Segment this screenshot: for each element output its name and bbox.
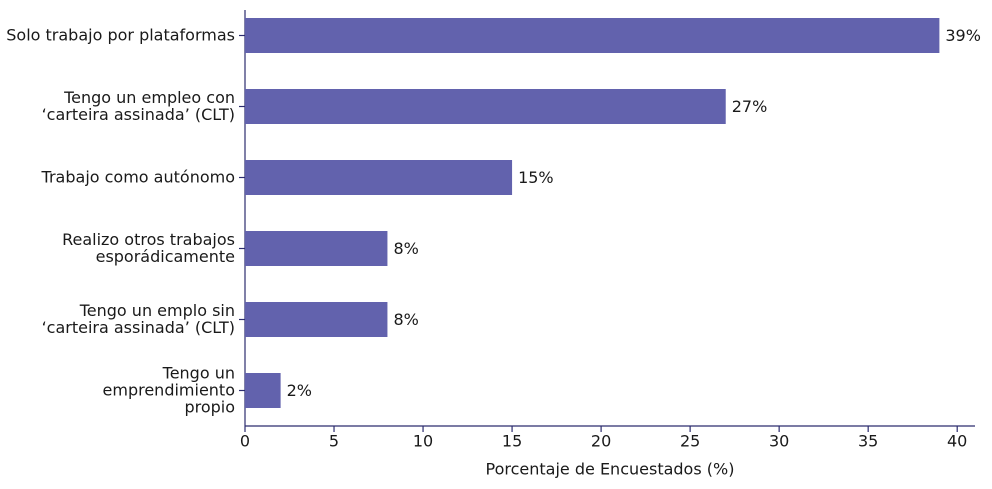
x-tick-label: 30	[769, 432, 789, 451]
y-tick-label: Tengo un emprendimiento propio	[103, 363, 235, 416]
bar	[245, 89, 726, 124]
value-label: 8%	[393, 239, 418, 258]
value-label: 39%	[945, 26, 981, 45]
x-axis-title: Porcentaje de Encuestados (%)	[486, 460, 735, 479]
x-tick-label: 0	[240, 432, 250, 451]
x-tick-label: 40	[947, 432, 967, 451]
bar	[245, 18, 940, 53]
y-tick-label-line: emprendimiento	[103, 380, 235, 399]
y-tick-label-line: Solo trabajo por plataformas	[6, 25, 235, 44]
y-tick-label: Trabajo como autónomo	[41, 167, 235, 186]
x-tick-label: 35	[858, 432, 878, 451]
x-tick-label: 5	[329, 432, 339, 451]
y-tick-label: Tengo un empleo con ‘carteira assinada’ (…	[42, 88, 235, 124]
bar	[245, 373, 281, 408]
bar	[245, 231, 388, 266]
y-tick-label-line: esporádicamente	[96, 247, 235, 266]
x-tick-label: 20	[591, 432, 611, 451]
y-tick-label: Realizo otros trabajos esporádicamente	[62, 230, 235, 266]
value-label: 27%	[732, 97, 768, 116]
value-label: 15%	[518, 168, 554, 187]
x-tick-label: 10	[413, 432, 433, 451]
y-tick-label-line: ‘carteira assinada’ (CLT)	[42, 105, 235, 124]
y-tick-label-line: propio	[184, 397, 235, 416]
bar	[245, 160, 513, 195]
y-tick-label-line: Tengo un empleo con	[63, 88, 235, 107]
y-tick-label-line: Trabajo como autónomo	[41, 167, 235, 186]
x-tick-label: 15	[502, 432, 522, 451]
y-tick-label-line: Tengo un emplo sin	[79, 301, 235, 320]
value-label: 8%	[393, 310, 418, 329]
x-tick-label: 25	[680, 432, 700, 451]
y-tick-label-line: ‘carteira assinada’ (CLT)	[42, 318, 235, 337]
y-tick-label: Solo trabajo por plataformas	[6, 25, 235, 44]
y-tick-label: Tengo un emplo sin ‘carteira assinada’ (C…	[42, 301, 235, 337]
value-label: 2%	[287, 381, 312, 400]
bar	[245, 302, 388, 337]
y-tick-label-line: Realizo otros trabajos	[62, 230, 235, 249]
y-tick-label-line: Tengo un	[162, 363, 235, 382]
